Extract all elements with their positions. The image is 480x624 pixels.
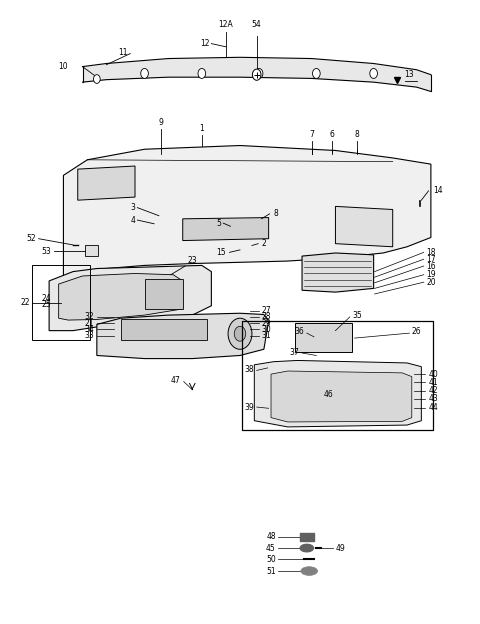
Text: 25: 25 [42, 300, 51, 309]
Text: 18: 18 [426, 248, 436, 257]
Text: 12: 12 [201, 39, 210, 48]
Circle shape [312, 69, 320, 79]
Text: 34: 34 [84, 325, 95, 334]
Polygon shape [97, 313, 269, 359]
Text: 48: 48 [266, 532, 276, 542]
Text: 36: 36 [295, 328, 304, 336]
Text: 53: 53 [42, 246, 51, 256]
Text: 6: 6 [330, 130, 335, 139]
Text: 20: 20 [426, 278, 436, 286]
Text: 33: 33 [84, 331, 95, 340]
Polygon shape [336, 207, 393, 246]
Text: 19: 19 [426, 270, 436, 279]
Polygon shape [78, 166, 135, 200]
Circle shape [94, 75, 100, 84]
Text: 29: 29 [262, 319, 271, 328]
Text: 11: 11 [119, 48, 128, 57]
Bar [144, 279, 183, 309]
Text: 24: 24 [42, 294, 51, 303]
Text: 49: 49 [336, 544, 345, 553]
Bar [85, 245, 98, 256]
Bar [33, 265, 90, 340]
Text: 2: 2 [262, 239, 266, 248]
Polygon shape [183, 218, 269, 241]
Polygon shape [63, 145, 431, 278]
Text: 23: 23 [188, 256, 197, 265]
Text: 44: 44 [429, 403, 438, 412]
Bar [242, 321, 433, 430]
Text: 51: 51 [266, 567, 276, 575]
Text: 46: 46 [324, 389, 333, 399]
Text: 54: 54 [252, 21, 262, 29]
Text: 13: 13 [405, 70, 414, 79]
Text: 52: 52 [26, 234, 36, 243]
Ellipse shape [301, 567, 318, 575]
Circle shape [141, 69, 148, 79]
Text: 17: 17 [426, 255, 436, 264]
Circle shape [252, 69, 261, 80]
Text: 8: 8 [274, 209, 278, 218]
Text: 27: 27 [262, 306, 271, 315]
Text: 22: 22 [21, 298, 30, 307]
Text: 35: 35 [352, 311, 362, 319]
Text: 31: 31 [262, 331, 271, 340]
Polygon shape [59, 273, 183, 320]
Text: 47: 47 [170, 376, 180, 385]
Text: 21: 21 [85, 319, 95, 328]
Text: 9: 9 [159, 118, 164, 127]
Circle shape [255, 69, 263, 79]
Text: 12A: 12A [218, 21, 233, 29]
Polygon shape [302, 253, 373, 292]
Circle shape [228, 318, 252, 349]
Bar [295, 323, 352, 353]
Text: 15: 15 [216, 248, 226, 257]
Text: 40: 40 [429, 369, 438, 379]
Polygon shape [254, 361, 421, 427]
Text: 16: 16 [426, 261, 436, 271]
Text: 45: 45 [266, 544, 276, 553]
Text: 8: 8 [355, 130, 360, 139]
Text: 7: 7 [309, 130, 314, 139]
Text: 4: 4 [130, 215, 135, 225]
Polygon shape [271, 371, 412, 422]
Text: 3: 3 [130, 203, 135, 212]
Text: 39: 39 [245, 402, 254, 412]
Text: 5: 5 [216, 218, 221, 228]
Text: 26: 26 [412, 328, 421, 336]
Text: 28: 28 [262, 313, 271, 321]
Text: 38: 38 [245, 364, 254, 374]
Text: 14: 14 [433, 187, 443, 195]
Polygon shape [49, 265, 211, 331]
Text: 43: 43 [429, 394, 438, 404]
Circle shape [234, 326, 246, 341]
Circle shape [198, 69, 205, 79]
Text: 10: 10 [59, 62, 68, 71]
Bar [120, 319, 206, 340]
Text: 41: 41 [429, 378, 438, 387]
Text: 1: 1 [200, 124, 204, 133]
Text: 32: 32 [85, 313, 95, 321]
Circle shape [370, 69, 377, 79]
Text: 42: 42 [429, 386, 438, 396]
Text: 37: 37 [290, 348, 300, 357]
Text: 50: 50 [266, 555, 276, 563]
Ellipse shape [300, 544, 313, 552]
Text: 30: 30 [262, 325, 271, 334]
